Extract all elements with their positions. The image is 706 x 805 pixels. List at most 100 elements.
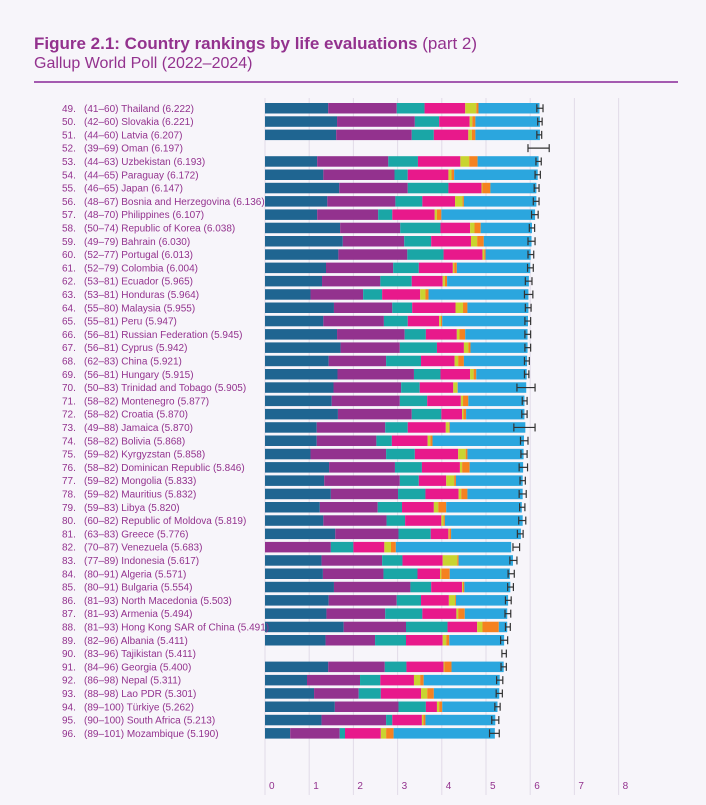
rank-range: (70–87) — [84, 543, 118, 554]
country-label: (63–83) Greece (5.776) — [84, 529, 189, 540]
bar-segment-3 — [382, 289, 421, 300]
bar-segment-6 — [455, 475, 523, 486]
bar-segment-2 — [398, 701, 426, 712]
bar-segment-6 — [456, 262, 531, 274]
rank: 90. — [62, 649, 76, 660]
bar-segment-6 — [483, 236, 532, 247]
country-score: (5.617) — [167, 556, 199, 567]
x-axis-ticks: 0 1 2 3 4 5 6 7 8 — [269, 781, 629, 792]
rank: 58. — [62, 223, 76, 234]
country-score: (5.190) — [187, 729, 219, 740]
bar-segment-0 — [265, 116, 338, 127]
bar-segment-2 — [393, 262, 419, 274]
country-score: (5.494) — [161, 609, 193, 620]
bar-row — [265, 156, 542, 167]
country-score: (5.915) — [162, 370, 194, 381]
error-bar — [524, 277, 533, 286]
bar-segment-5 — [471, 129, 476, 141]
bar-segment-2 — [410, 581, 432, 593]
rank-range: (50–83) — [84, 383, 118, 394]
rank: 52. — [62, 144, 76, 155]
country-name: Montenegro — [121, 396, 175, 407]
x-tick-label: 6 — [534, 781, 540, 792]
bar-row — [265, 236, 536, 247]
rank-range: (86–98) — [84, 676, 118, 687]
bar-segment-1 — [321, 555, 383, 566]
bar-segment-5 — [474, 222, 481, 234]
bar-segment-0 — [265, 395, 332, 407]
bar-segment-6 — [466, 408, 525, 420]
bar-segment-5 — [463, 302, 468, 313]
country-name: Latvia — [121, 130, 148, 141]
country-label: (39–69) Oman (6.197) — [84, 144, 183, 155]
row-label: 55. (46–65) Japan (6.147) — [62, 184, 183, 195]
row-label: 74. (58–82) Bolivia (5.868) — [62, 436, 185, 447]
bar-segment-4 — [446, 475, 455, 486]
bar-row — [265, 408, 528, 420]
row-label: 95. (90–100) South Africa (5.213) — [62, 716, 215, 727]
country-score: (6.013) — [161, 250, 193, 261]
bar-segment-1 — [319, 502, 378, 513]
bar-segment-4 — [462, 581, 464, 593]
country-score: (5.942) — [156, 343, 188, 354]
error-bar — [533, 184, 540, 193]
error-bar — [521, 396, 528, 405]
country-score: (5.400) — [160, 662, 192, 673]
rank: 81. — [62, 529, 76, 540]
country-name: Türkiye — [127, 702, 160, 713]
bar-segment-6 — [467, 448, 524, 460]
bar-segment-6 — [478, 103, 540, 114]
country-label: (58–82) Croatia (5.870) — [84, 410, 188, 421]
country-score: (6.193) — [174, 157, 206, 168]
bar-row — [265, 103, 544, 114]
error-bar — [528, 223, 536, 232]
rank: 71. — [62, 396, 76, 407]
bar-segment-2 — [401, 382, 420, 393]
bar-row — [265, 475, 526, 486]
bar-segment-4 — [456, 329, 460, 340]
rank-range: (63–83) — [84, 529, 118, 540]
bar-segment-0 — [265, 688, 315, 699]
row-label: 86. (81–93) North Macedonia (5.503) — [62, 596, 232, 607]
country-score: (5.921) — [150, 356, 182, 367]
row-label: 73. (49–88) Jamaica (5.870) — [62, 423, 193, 434]
rank: 61. — [62, 263, 76, 274]
rank-range: (49–88) — [84, 423, 118, 434]
bar-segment-4 — [460, 156, 470, 167]
bar-segment-3 — [380, 674, 414, 686]
bar-segment-6 — [428, 289, 529, 300]
bar-segment-0 — [265, 236, 343, 247]
bar-segment-1 — [321, 714, 387, 726]
bar-segment-6 — [490, 182, 537, 194]
error-bar — [524, 330, 532, 339]
bar-segment-3 — [440, 222, 471, 234]
row-label: 51. (44–60) Latvia (6.207) — [62, 130, 182, 141]
bar-segment-1 — [316, 422, 386, 433]
bar-segment-5 — [461, 488, 468, 500]
bar-row — [265, 608, 512, 619]
bar-segment-0 — [265, 289, 311, 300]
bar-segment-1 — [322, 275, 381, 287]
bar-segment-5 — [484, 249, 486, 260]
bar-row — [265, 714, 500, 726]
bar-segment-2 — [400, 222, 441, 234]
bar-segment-1 — [323, 315, 384, 327]
bar-row — [265, 395, 528, 407]
rank: 76. — [62, 463, 76, 474]
bar-segment-1 — [325, 635, 376, 646]
bar-segment-2 — [377, 502, 403, 513]
bar-row — [265, 555, 518, 566]
rank: 55. — [62, 184, 76, 195]
bar-segment-0 — [265, 369, 338, 380]
bar-segment-3 — [439, 116, 470, 127]
country-label: (80–91) Bulgaria (5.554) — [84, 583, 192, 594]
bar-row — [265, 275, 533, 287]
bar-segment-3 — [443, 249, 483, 260]
country-score: (5.947) — [145, 317, 177, 328]
bar-segment-6 — [475, 116, 540, 127]
bar-row — [265, 541, 521, 553]
error-bar — [491, 716, 500, 725]
bar-segment-5 — [463, 408, 467, 420]
country-label: (49–79) Bahrain (6.030) — [84, 237, 190, 248]
row-label: 91. (84–96) Georgia (5.400) — [62, 662, 191, 673]
